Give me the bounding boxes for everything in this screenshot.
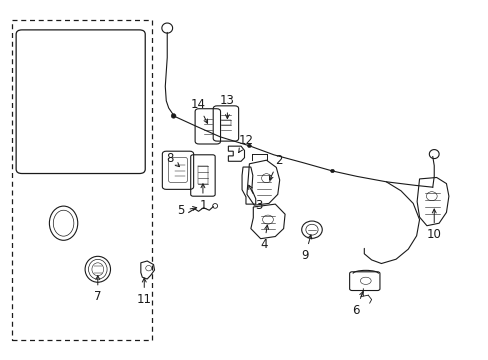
Ellipse shape [171, 113, 176, 118]
Text: 5: 5 [177, 204, 196, 217]
Text: 3: 3 [248, 185, 263, 212]
Text: 12: 12 [238, 134, 253, 152]
Text: 14: 14 [190, 98, 207, 123]
Text: 9: 9 [301, 235, 311, 262]
Text: 4: 4 [260, 225, 268, 251]
Text: 1: 1 [199, 184, 206, 212]
Text: 10: 10 [426, 209, 441, 241]
Text: 7: 7 [94, 276, 102, 303]
Text: 13: 13 [220, 94, 234, 118]
Ellipse shape [330, 169, 334, 173]
Ellipse shape [247, 144, 251, 148]
Text: 8: 8 [166, 152, 179, 167]
Text: 11: 11 [137, 278, 151, 306]
Text: 2: 2 [269, 154, 282, 180]
Text: 6: 6 [351, 292, 363, 317]
